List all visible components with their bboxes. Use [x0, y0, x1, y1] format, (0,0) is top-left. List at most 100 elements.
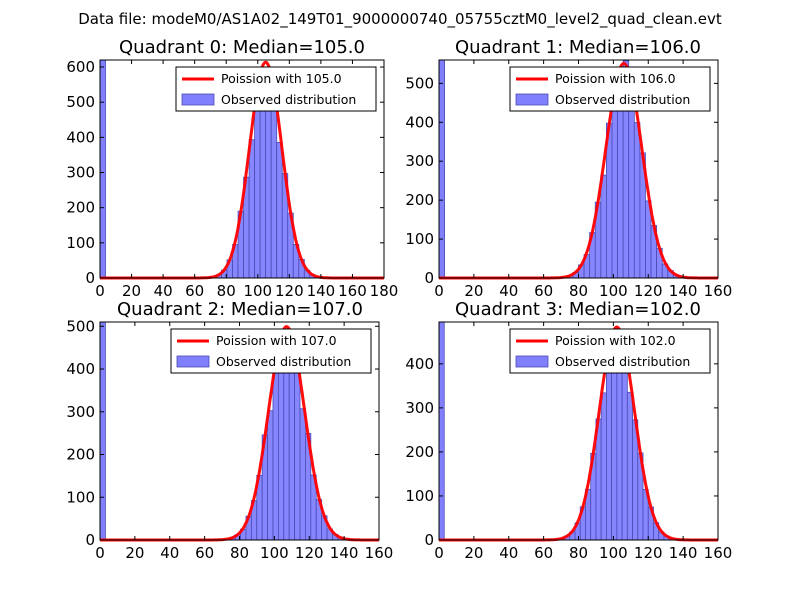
histogram-bar: [254, 84, 261, 279]
panel-title: Quadrant 1: Median=106.0: [455, 37, 701, 58]
x-tick-label: 160: [338, 282, 367, 300]
y-tick-label: 0: [424, 269, 434, 287]
x-tick-label: 120: [634, 282, 663, 300]
x-tick-label: 160: [704, 544, 733, 562]
y-tick-label: 200: [405, 191, 434, 209]
histogram-bar: [600, 392, 607, 541]
x-tick-label: 40: [499, 282, 518, 300]
x-tick-label: 120: [634, 544, 663, 562]
legend-observed-label: Observed distribution: [555, 92, 690, 107]
histogram-bar: [267, 410, 274, 541]
histogram-bar: [272, 366, 279, 541]
y-tick-label: 100: [405, 487, 434, 505]
histogram-bar: [438, 59, 445, 279]
x-tick-label: 60: [534, 544, 553, 562]
histogram-bar: [633, 122, 641, 279]
legend-poisson-label: Poission with 105.0: [221, 71, 342, 86]
x-tick-label: 140: [307, 282, 336, 300]
x-tick-label: 140: [669, 282, 698, 300]
x-tick-label: 0: [434, 282, 444, 300]
legend-observed-swatch: [181, 93, 215, 106]
x-tick-label: 20: [464, 544, 483, 562]
panel-title: Quadrant 3: Median=102.0: [455, 299, 701, 320]
axes-frame: [99, 59, 385, 279]
legend-observed-label: Observed distribution: [216, 354, 351, 369]
x-tick-label: 20: [464, 282, 483, 300]
x-tick-label: 20: [122, 282, 141, 300]
figure-suptitle: Data file: modeM0/AS1A02_149T01_90000007…: [78, 10, 722, 29]
y-tick-label: 300: [405, 399, 434, 417]
x-tick-label: 40: [160, 544, 179, 562]
legend-poisson-label: Poission with 107.0: [216, 333, 337, 348]
x-tick-label: 180: [370, 282, 399, 300]
legend-poisson-label: Poission with 106.0: [555, 71, 676, 86]
x-tick-label: 80: [217, 282, 236, 300]
panel-quadrant-2: Quadrant 2: Median=107.0 0 20 40 60 80 100 120…: [66, 299, 393, 562]
y-tick-label: 500: [66, 317, 95, 335]
panel-quadrant-1: Quadrant 1: Median=106.0 0 20 40 60 80 100 120…: [405, 37, 732, 300]
y-tick-label: 0: [85, 269, 95, 287]
y-tick-label: 300: [66, 164, 95, 182]
legend-observed-label: Observed distribution: [221, 92, 356, 107]
y-tick-label: 300: [66, 403, 95, 421]
y-tick-label: 0: [424, 531, 434, 549]
x-tick-label: 120: [275, 282, 304, 300]
y-tick-label: 100: [66, 488, 95, 506]
x-tick-label: 100: [599, 282, 628, 300]
histogram-bar: [294, 367, 301, 541]
legend-observed-label: Observed distribution: [555, 354, 690, 369]
histogram-bar: [299, 408, 306, 541]
histogram-bar: [628, 96, 635, 279]
x-tick-label: 20: [125, 544, 144, 562]
x-tick-label: 80: [569, 282, 588, 300]
y-tick-label: 400: [66, 360, 95, 378]
histogram-bar: [438, 321, 445, 541]
y-tick-label: 200: [66, 199, 95, 217]
legend-observed-swatch: [515, 355, 549, 368]
x-tick-label: 40: [499, 544, 518, 562]
x-tick-label: 80: [569, 544, 588, 562]
panel-title: Quadrant 2: Median=107.0: [117, 299, 363, 320]
histogram-bar: [276, 141, 283, 279]
histogram-bar: [270, 86, 278, 279]
y-tick-label: 500: [66, 93, 95, 111]
legend-observed-swatch: [515, 93, 549, 106]
histogram-bar: [283, 346, 290, 541]
histogram-bar: [600, 174, 607, 279]
x-tick-label: 120: [295, 544, 324, 562]
y-tick-label: 100: [66, 234, 95, 252]
panel-title: Quadrant 0: Median=105.0: [119, 37, 365, 58]
x-tick-label: 40: [154, 282, 173, 300]
histogram-bar: [99, 59, 106, 279]
histogram-bar: [606, 343, 613, 541]
histogram-bar: [626, 391, 633, 541]
x-tick-label: 100: [599, 544, 628, 562]
y-tick-label: 200: [66, 446, 95, 464]
histogram-bar: [617, 83, 624, 279]
x-tick-label: 60: [185, 282, 204, 300]
y-tick-label: 400: [405, 355, 434, 373]
x-tick-label: 0: [95, 282, 105, 300]
panel-quadrant-3: Quadrant 3: Median=102.0 0 20 40 60 80 100 120…: [405, 299, 732, 562]
y-tick-label: 600: [66, 58, 95, 76]
x-tick-label: 140: [330, 544, 359, 562]
x-tick-label: 140: [669, 544, 698, 562]
y-tick-label: 300: [405, 152, 434, 170]
x-tick-label: 160: [365, 544, 394, 562]
histogram-bar: [611, 96, 618, 279]
x-tick-label: 100: [260, 544, 289, 562]
legend-poisson-label: Poission with 102.0: [555, 333, 676, 348]
x-tick-label: 160: [704, 282, 733, 300]
x-tick-label: 0: [95, 544, 105, 562]
x-tick-label: 60: [195, 544, 214, 562]
y-tick-label: 400: [405, 113, 434, 131]
panel-quadrant-0: Quadrant 0: Median=105.0 0 20 40 60 80 100 120…: [66, 37, 398, 300]
legend-observed-swatch: [176, 355, 210, 368]
x-tick-label: 60: [534, 282, 553, 300]
histogram-bar: [99, 321, 106, 541]
x-tick-label: 0: [434, 544, 444, 562]
x-tick-label: 80: [230, 544, 249, 562]
y-tick-label: 100: [405, 230, 434, 248]
x-tick-label: 100: [243, 282, 272, 300]
